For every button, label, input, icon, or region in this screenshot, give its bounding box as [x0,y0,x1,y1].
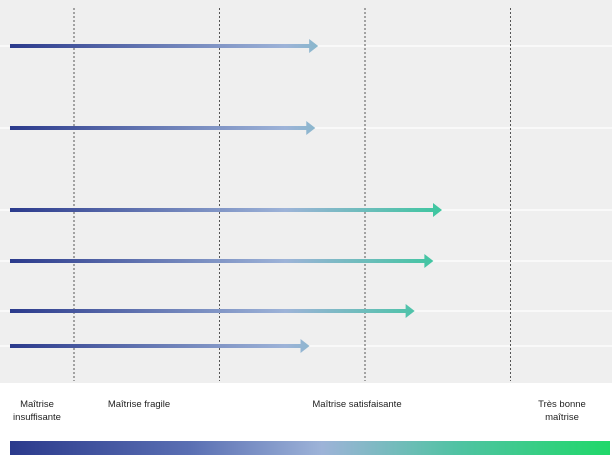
level-label-fragile: Maîtrise fragile [107,399,171,410]
chart-plot [0,0,612,383]
bar-arrow-head [424,254,434,268]
mastery-gradient-scale [10,441,610,455]
bar-arrow-head [306,121,316,135]
level-label-very-good: Très bonne maîtrise [538,399,586,423]
level-label-satisfactory: Maîtrise satisfaisante [312,399,402,410]
bar-arrow-head [309,39,319,53]
bar-arrow-head [433,203,442,217]
bar-arrow-head [300,339,310,353]
level-label-insufficient: Maîtrise insuffisante [13,399,61,423]
plot-background [0,0,612,383]
bar-arrow-head [405,304,415,318]
